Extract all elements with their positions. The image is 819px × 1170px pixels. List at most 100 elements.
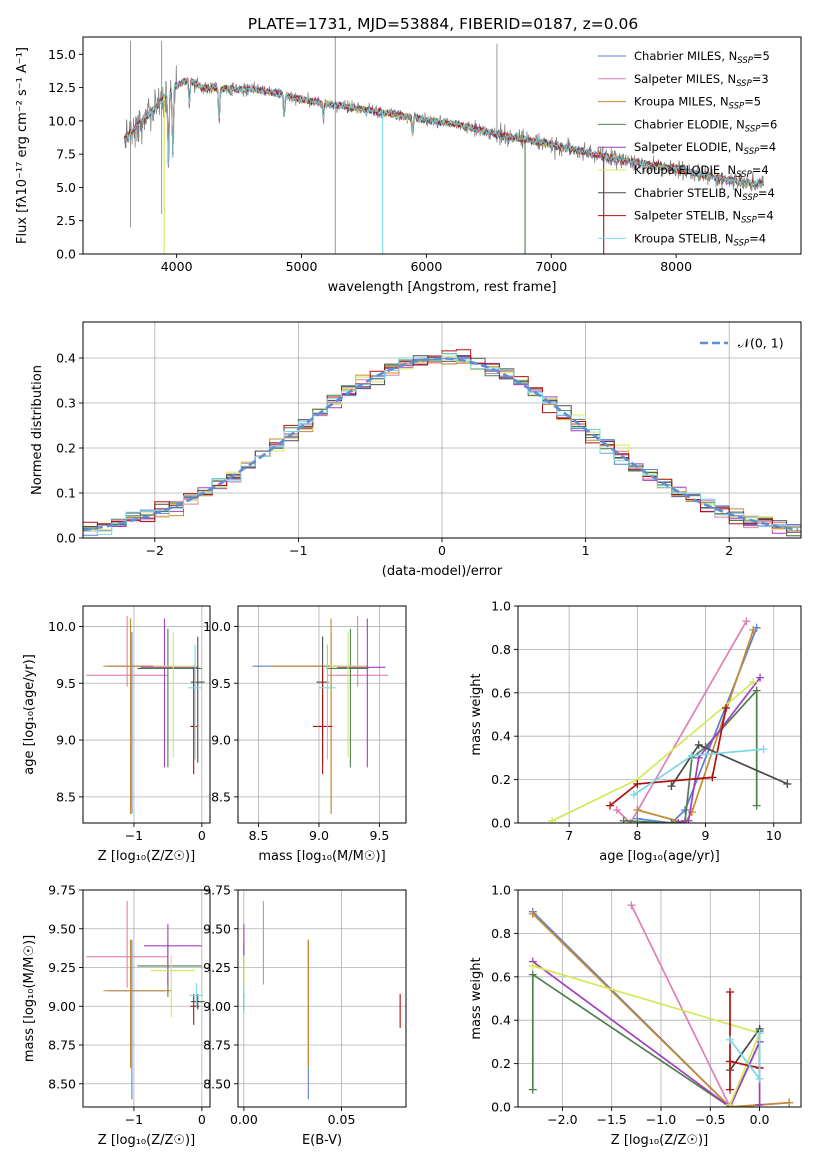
weight-marker xyxy=(687,751,696,760)
weight-marker xyxy=(528,909,537,918)
x-tick-label: −1.0 xyxy=(646,1112,676,1127)
x-tick-label: −0.5 xyxy=(695,1112,725,1127)
x-tick-label: 7 xyxy=(565,828,573,843)
figure-title: PLATE=1731, MJD=53884, FIBERID=0187, z=0… xyxy=(248,15,638,33)
weight-marker xyxy=(752,686,761,695)
weight-marker xyxy=(726,1057,735,1066)
panel-mass_vs_ebv: 0.00 0.05 8.50 8.75 9.00 9.25 9.50 9.75 E(B-V) xyxy=(203,883,407,1148)
y-tick-label: 15.0 xyxy=(48,47,76,62)
y-tick-label: 0.8 xyxy=(491,642,511,657)
x-tick-label: −2.0 xyxy=(547,1112,577,1127)
error-point xyxy=(103,618,172,814)
plot-area xyxy=(252,616,388,814)
error-point xyxy=(86,900,168,988)
x-tick-label: 8000 xyxy=(660,259,692,274)
weight-marker xyxy=(708,773,717,782)
y-tick-label: 0.0 xyxy=(56,531,76,546)
weight-marker xyxy=(742,617,751,626)
y-tick-label: 9.0 xyxy=(56,733,76,748)
legend-label: Kroupa STELIB, NSSP=4 xyxy=(634,231,766,248)
error-point xyxy=(190,667,198,775)
y-tick-label: 1.0 xyxy=(491,883,511,898)
weight-line xyxy=(729,1033,761,1082)
weight-marker xyxy=(674,819,683,823)
error-point xyxy=(190,636,205,763)
x-tick-label: 7000 xyxy=(535,259,567,274)
y-tick-label: 1.0 xyxy=(491,599,511,614)
weight-marker xyxy=(756,673,765,682)
x-tick-label: 6000 xyxy=(410,259,442,274)
y-tick-label: 8.5 xyxy=(211,789,231,804)
weight-line xyxy=(637,629,755,823)
weight-marker xyxy=(633,779,642,788)
x-tick-label: 0 xyxy=(198,1112,206,1127)
weight-line xyxy=(637,627,758,823)
axes-frame xyxy=(237,605,407,824)
y-tick-label: 9.25 xyxy=(203,960,231,975)
y-tick-label: 9.5 xyxy=(56,676,76,691)
weight-line xyxy=(532,960,761,1107)
x-tick-label: −1.5 xyxy=(596,1112,626,1127)
plot-area xyxy=(243,900,401,1100)
weight-marker xyxy=(752,801,761,810)
x-tick-label: −1 xyxy=(289,543,307,558)
plot-area xyxy=(86,616,205,814)
y-tick-label: 0.6 xyxy=(491,969,511,984)
weight-marker xyxy=(629,790,638,799)
x-tick-label: 9.0 xyxy=(309,828,329,843)
plot-area xyxy=(528,901,794,1107)
y-tick-label: 0.3 xyxy=(56,396,76,411)
error-point xyxy=(103,939,172,1069)
axes-frame xyxy=(82,605,211,824)
y-axis-label: age [log₁₀(age/yr)] xyxy=(22,654,37,775)
legend-label: 𝒩(0, 1) xyxy=(738,336,784,351)
error-point xyxy=(189,983,204,1008)
y-tick-label: 9.50 xyxy=(203,921,231,936)
legend: 𝒩(0, 1) xyxy=(700,336,784,351)
error-point xyxy=(327,616,388,687)
weight-marker xyxy=(759,745,768,754)
y-tick-label: 12.5 xyxy=(48,80,76,95)
x-axis-label: wavelength [Angstrom, rest frame] xyxy=(328,280,557,295)
legend-label: Chabrier STELIB, NSSP=4 xyxy=(634,186,775,203)
weight-marker xyxy=(726,987,735,996)
y-tick-label: 9.50 xyxy=(48,921,76,936)
error-point xyxy=(150,955,196,1018)
y-tick-label: 9.5 xyxy=(211,676,231,691)
plot-area xyxy=(86,900,205,1100)
y-tick-label: 0.2 xyxy=(56,441,76,456)
y-tick-label: 2.5 xyxy=(56,213,76,228)
x-tick-label: 0.0 xyxy=(750,1112,770,1127)
y-tick-label: 9.75 xyxy=(48,883,76,898)
y-tick-label: 8.75 xyxy=(48,1038,76,1053)
x-axis-label: E(B-V) xyxy=(302,1133,342,1148)
legend-label: Chabrier MILES, NSSP=5 xyxy=(634,49,770,66)
weight-marker xyxy=(606,801,615,810)
y-axis-label: mass weight xyxy=(469,957,484,1039)
panel-age_vs_mass: 8.5 9.0 9.5 8.5 9.0 9.5 10.0 mass [log₁₀(M/M☉)] xyxy=(203,605,407,864)
weight-line xyxy=(551,681,754,822)
y-axis-label: mass weight xyxy=(469,673,484,755)
y-tick-label: 9.00 xyxy=(48,999,76,1014)
weight-line xyxy=(678,677,761,823)
weight-marker xyxy=(627,901,636,910)
error-point xyxy=(326,628,369,768)
weight-marker xyxy=(755,1100,764,1107)
axes-frame xyxy=(82,36,802,255)
weight-marker xyxy=(726,1085,735,1094)
weight-marker xyxy=(548,816,557,823)
y-tick-label: 9.25 xyxy=(48,960,76,975)
weight-line xyxy=(616,620,748,823)
error-point xyxy=(108,939,166,1100)
normal-curve xyxy=(83,357,799,532)
weight-line xyxy=(630,904,731,1107)
x-axis-label: Z [log₁₀(Z/Z☉)] xyxy=(611,1133,708,1148)
y-tick-label: 0.2 xyxy=(491,1056,511,1071)
error-point xyxy=(152,632,198,758)
x-axis-label: (data-model)/error xyxy=(382,564,503,579)
error-point xyxy=(329,632,367,758)
weight-marker xyxy=(721,703,730,712)
y-tick-label: 9.75 xyxy=(203,883,231,898)
y-axis-label: mass [log₁₀(M/M☉)] xyxy=(22,935,37,1062)
